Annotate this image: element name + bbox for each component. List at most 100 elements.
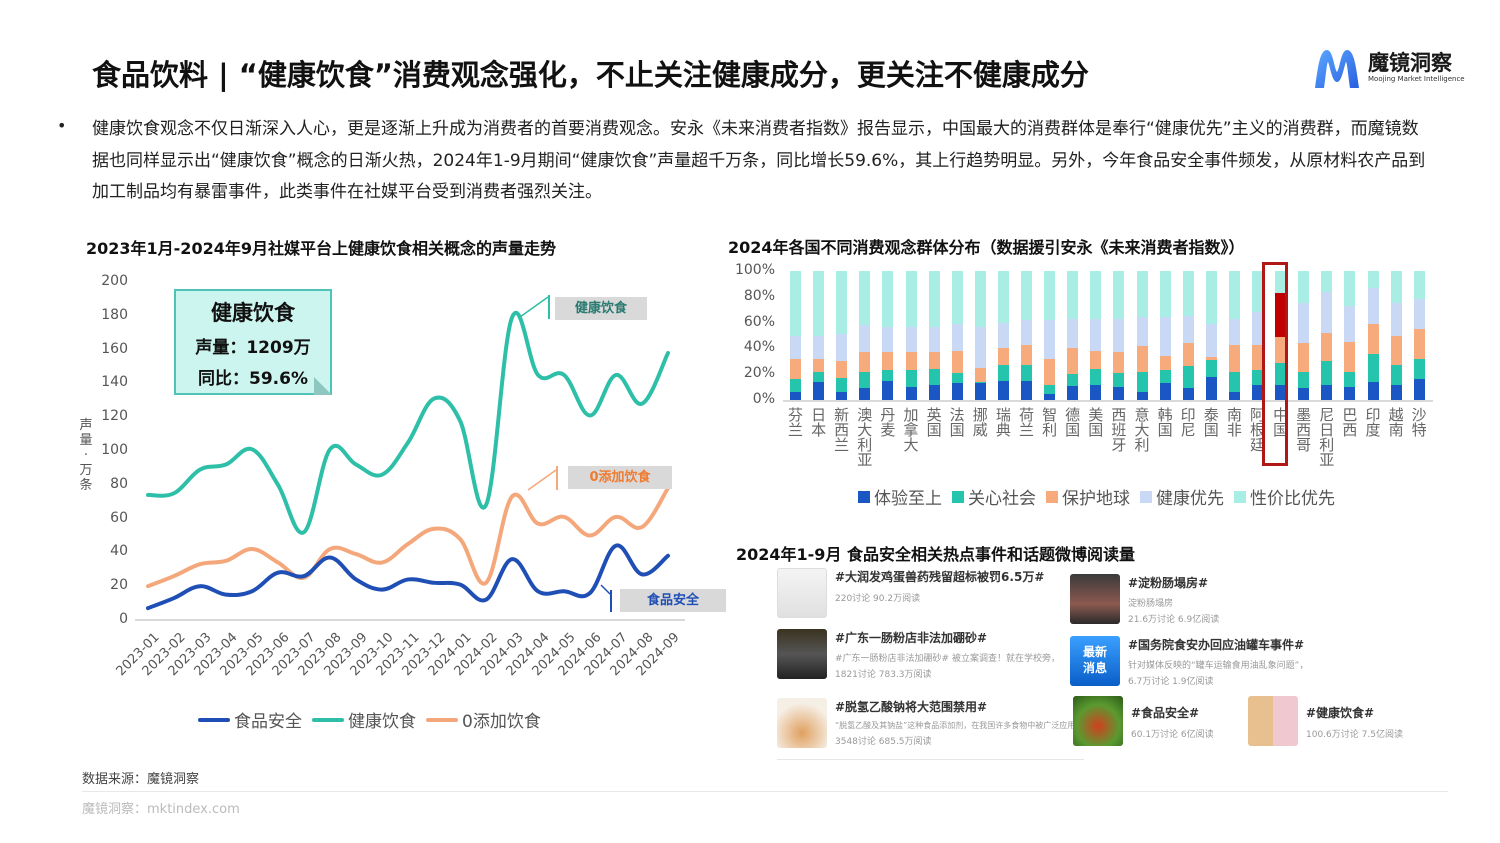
- legend-swatch: [1046, 490, 1058, 503]
- bar-segment: [1182, 271, 1194, 317]
- bar-segment: [1136, 317, 1148, 346]
- bar-segment: [1367, 287, 1379, 324]
- bar-segment: [859, 371, 871, 389]
- legend-label: 健康饮食: [348, 712, 416, 732]
- bar-segment: [1321, 291, 1333, 333]
- country-label: 荷兰: [1018, 406, 1034, 439]
- y-tick: 180: [101, 306, 128, 323]
- bar-segment: [1344, 341, 1356, 372]
- logo-name: 魔镜洞察: [1368, 51, 1452, 75]
- line-chart-plot: [135, 295, 685, 621]
- news-item[interactable]: #脱氢乙酸钠将大范围禁用# “脱氢乙酸及其钠盐”这种食品添加剂，在我国许多食物中被…: [777, 698, 1083, 748]
- news-item[interactable]: #食品安全# 60.1万讨论 6亿阅读: [1073, 696, 1214, 746]
- bar-segment: [1390, 271, 1402, 304]
- legend-swatch: [858, 490, 870, 503]
- series-line: [146, 311, 670, 535]
- bar-segment: [1252, 312, 1263, 345]
- country-label: 澳大利亚: [857, 406, 873, 469]
- bar-segment: [1044, 271, 1056, 321]
- y-tick: 80%: [743, 287, 775, 304]
- bar-segment: [859, 271, 871, 326]
- bar-segment: [1090, 369, 1102, 385]
- y-tick: 100%: [734, 262, 775, 278]
- bar-segment: [997, 380, 1009, 400]
- news-item[interactable]: #健康饮食# 100.6万讨论 7.5亿阅读: [1248, 696, 1403, 746]
- y-tick: 200: [101, 273, 128, 289]
- bar-segment: [1228, 271, 1240, 319]
- bar-segment: [1159, 370, 1171, 384]
- bar-segment: [1321, 332, 1333, 362]
- country-label: 智利: [1042, 406, 1058, 439]
- bar-segment: [1390, 303, 1402, 336]
- bar-segment: [1067, 271, 1079, 319]
- news-stats: 1821讨论 783.3万阅读: [835, 670, 932, 680]
- bar-segment: [1090, 271, 1102, 319]
- bar-segment: [859, 352, 871, 372]
- bar-segment: [813, 271, 825, 336]
- bar-segment: [836, 271, 848, 335]
- news-thumbnail: [777, 698, 827, 748]
- legend-swatch: [198, 717, 230, 722]
- country-label: 尼日利亚: [1319, 406, 1335, 469]
- news-item[interactable]: #淀粉肠塌房# 淀粉肠塌房 21.6万讨论 6.9亿阅读: [1070, 574, 1219, 625]
- bar-segment: [1205, 323, 1217, 358]
- news-item[interactable]: 最新 消息 #国务院食安办回应油罐车事件# 针对媒体反映的“罐车运输食用油乱象问题”…: [1070, 636, 1308, 687]
- country-label: 瑞典: [995, 406, 1011, 439]
- news-title: #国务院食安办回应油罐车事件#: [1128, 638, 1305, 652]
- bar-segment: [1182, 366, 1194, 389]
- tag-zero-additive: 0添加饮食: [568, 466, 672, 489]
- legend-swatch: [426, 717, 458, 722]
- news-stats: 100.6万讨论 7.5亿阅读: [1306, 730, 1403, 740]
- bar-segment: [997, 348, 1009, 366]
- news-item[interactable]: #大润发鸡蛋兽药残留超标被罚6.5万# 220讨论 90.2万阅读: [777, 568, 1044, 618]
- country-label: 新西兰: [834, 406, 850, 454]
- callout-title: 健康饮食: [211, 301, 295, 325]
- stacked-bar: [1275, 271, 1287, 400]
- bar-segment: [790, 271, 801, 336]
- stacked-bar: [905, 271, 917, 400]
- bar-chart-baseline: [783, 400, 1433, 402]
- stacked-bar: [1067, 271, 1079, 400]
- bar-segment: [882, 326, 894, 353]
- line-chart-title: 2023年1月-2024年9月社媒平台上健康饮食相关概念的声量走势: [86, 239, 556, 258]
- bar-segment: [928, 352, 940, 370]
- bar-segment: [905, 370, 917, 388]
- y-tick: 20%: [743, 365, 775, 382]
- news-desc: #广东一肠粉店非法加硼砂# 被立案调查！就在学校旁，: [835, 654, 1060, 664]
- y-tick: 40%: [743, 339, 775, 356]
- country-label: 丹麦: [880, 406, 896, 439]
- series-line: [146, 486, 670, 589]
- china-highlight-box: [1262, 262, 1288, 466]
- bar-segment: [882, 352, 894, 371]
- bar-segment: [1344, 305, 1356, 342]
- legend-label: 健康优先: [1156, 489, 1224, 509]
- stacked-bar: [1136, 271, 1148, 400]
- legend-swatch: [1140, 490, 1152, 503]
- footer-site[interactable]: 魔镜洞察：mktindex.com: [82, 802, 240, 817]
- bar-segment: [951, 383, 963, 400]
- stacked-bar: [1390, 271, 1402, 400]
- bar-segment: [1298, 271, 1310, 304]
- bar-segment: [928, 271, 940, 327]
- country-label: 西班牙: [1111, 406, 1127, 454]
- bar-segment: [836, 378, 848, 393]
- y-tick: 20: [110, 577, 128, 594]
- bar-segment: [1228, 371, 1240, 393]
- bar-segment: [859, 325, 871, 353]
- legend-item: 健康优先: [1140, 484, 1224, 509]
- bar-segment: [1159, 271, 1171, 318]
- y-tick: 120: [101, 408, 128, 425]
- bar-segment: [1067, 318, 1079, 349]
- bar-segment: [951, 323, 963, 351]
- legend-label: 体验至上: [874, 489, 942, 509]
- bar-segment: [928, 326, 940, 353]
- news-item[interactable]: #广东一肠粉店非法加硼砂# #广东一肠粉店非法加硼砂# 被立案调查！就在学校旁， 1…: [777, 629, 1060, 680]
- bar-segment: [1298, 388, 1310, 400]
- news-title: #食品安全#: [1131, 706, 1200, 720]
- bar-segment: [1390, 384, 1402, 400]
- stacked-bar: [997, 271, 1009, 400]
- bar-segment: [951, 271, 963, 324]
- country-label: 泰国: [1203, 406, 1219, 439]
- bar-segment: [905, 387, 917, 400]
- country-label: 沙特: [1411, 406, 1427, 439]
